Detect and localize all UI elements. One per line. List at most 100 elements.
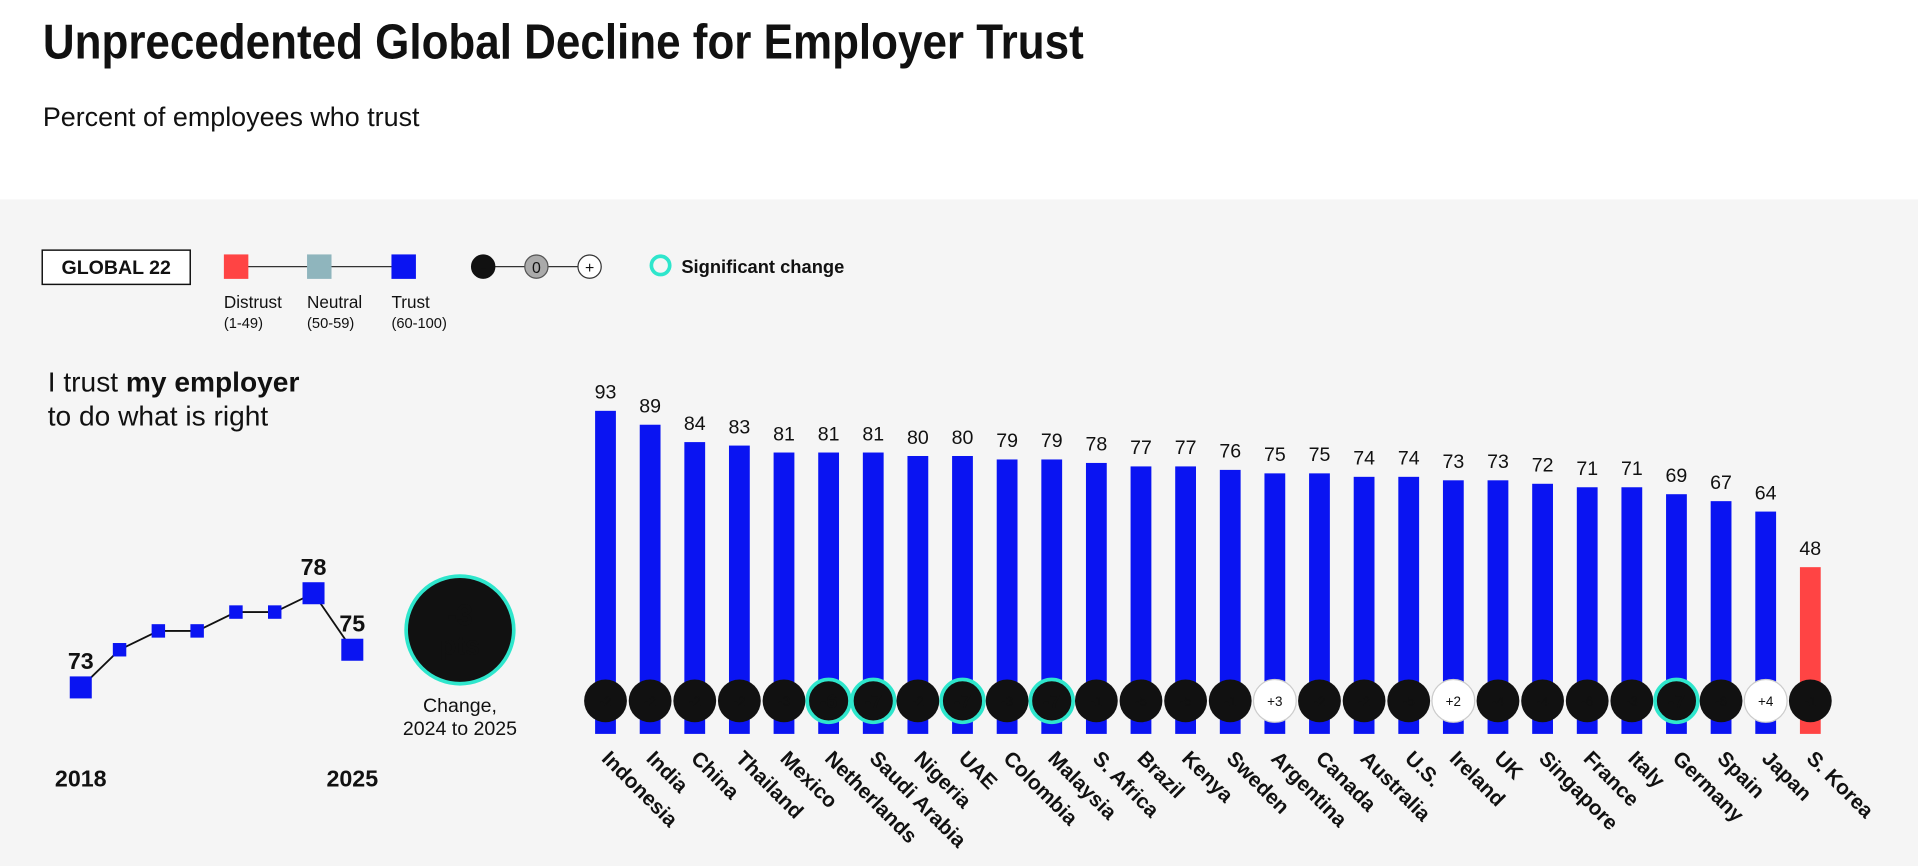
- change-label: -6: [1715, 694, 1727, 709]
- legend-change-marker: [524, 254, 549, 279]
- bar: [1353, 476, 1375, 734]
- trend-heading: to do what is right: [48, 401, 269, 432]
- legend-swatch: [223, 254, 249, 279]
- x-tick-label: 2018: [55, 765, 107, 791]
- change-value: -3: [447, 599, 473, 632]
- bar-value-label: 79: [1041, 430, 1063, 452]
- trend-point: [302, 582, 325, 605]
- change-label: -7: [865, 691, 883, 713]
- change-label: +4: [1758, 694, 1774, 709]
- change-label: -2: [733, 694, 745, 709]
- bar: [1085, 462, 1107, 734]
- bar-value-label: 75: [1309, 444, 1331, 466]
- trend-point: [112, 643, 127, 657]
- change-label: -6: [820, 691, 838, 713]
- trend-point: [190, 624, 204, 638]
- bar: [1309, 473, 1330, 734]
- trend-point: [229, 605, 243, 619]
- legend-label: Neutral: [307, 293, 362, 312]
- bar-value-label: 77: [1175, 437, 1197, 459]
- change-marker: [985, 679, 1029, 723]
- legend-significant-label: Significant change: [681, 256, 844, 277]
- legend-change-label: +: [585, 260, 594, 277]
- bar: [1666, 494, 1687, 734]
- change-caption: 2024 to 2025: [403, 718, 517, 740]
- change-marker: [1610, 679, 1654, 723]
- subtitle: Percent of employees who trust: [43, 102, 420, 132]
- bar: [1398, 476, 1420, 734]
- bar: [1442, 480, 1464, 734]
- bar-value-label: 78: [1085, 434, 1107, 456]
- bar-value-label: 77: [1130, 437, 1152, 459]
- legend-range: (1-49): [224, 316, 263, 332]
- change-marker: [850, 677, 897, 725]
- change-marker: [1521, 679, 1564, 723]
- bar-value-label: 89: [639, 395, 661, 417]
- change-label: -4: [1492, 694, 1504, 709]
- change-label: -5: [1135, 694, 1147, 709]
- heading-part: I trust: [48, 366, 126, 397]
- legend-significant-ring: [649, 254, 672, 277]
- bar-value-label: 80: [952, 427, 974, 449]
- bar-value-label: 73: [1442, 451, 1464, 473]
- change-label: -2: [689, 694, 701, 709]
- change-marker: [1164, 679, 1208, 723]
- change-marker: [1028, 677, 1075, 725]
- bar-value-label: 75: [1264, 444, 1286, 466]
- trend-point: [151, 624, 166, 638]
- x-tick-label: 2025: [326, 765, 378, 791]
- change-label: -1: [1090, 694, 1102, 709]
- bar: [1130, 466, 1152, 734]
- bar: [1175, 466, 1196, 734]
- change-marker: [673, 679, 717, 723]
- bar-value-label: 93: [595, 382, 617, 404]
- legend-change-marker: [470, 254, 496, 279]
- bar-value-label: 67: [1710, 472, 1732, 494]
- change-label: +3: [1267, 694, 1282, 709]
- change-marker: [1699, 679, 1743, 723]
- bar: [862, 452, 884, 734]
- trend-value-label: 75: [339, 610, 365, 636]
- change-label: -1: [1804, 694, 1816, 709]
- trend-value-label: 73: [68, 648, 94, 674]
- change-label: -7: [1043, 691, 1061, 713]
- change-marker: [1653, 677, 1700, 725]
- bar: [1710, 501, 1732, 734]
- change-label: -4: [1537, 694, 1549, 709]
- trend-point: [341, 638, 364, 661]
- change-label: -2: [912, 694, 924, 709]
- bar-value-label: 71: [1621, 458, 1643, 480]
- change-marker: [1298, 679, 1341, 723]
- bar-value-label: 83: [728, 416, 750, 438]
- bar-value-label: 64: [1755, 482, 1777, 504]
- change-marker: [1387, 679, 1431, 723]
- bar-value-label: 84: [684, 413, 706, 435]
- bar: [818, 452, 840, 734]
- bar: [1532, 483, 1553, 734]
- change-marker: [1788, 679, 1832, 723]
- bar: [996, 459, 1018, 734]
- change-marker: [896, 679, 940, 723]
- legend-change-marker: [577, 254, 602, 279]
- change-marker: [1431, 678, 1476, 723]
- change-label: -5: [1180, 694, 1192, 709]
- change-label: -3: [778, 694, 790, 709]
- bar-value-label: 80: [907, 427, 929, 449]
- change-label: -6: [1581, 694, 1593, 709]
- change-label: -2: [644, 694, 656, 709]
- scope-label: GLOBAL 22: [62, 257, 172, 279]
- bar-value-label: 48: [1799, 538, 1821, 560]
- change-label: -7: [954, 691, 972, 713]
- bar: [773, 452, 795, 734]
- change-marker: [1074, 679, 1118, 723]
- heading-part: my employer: [126, 366, 300, 397]
- change-marker: [939, 677, 986, 725]
- legend-label: Distrust: [224, 293, 282, 312]
- change-label: -2: [600, 694, 612, 709]
- change-label: -5: [1403, 694, 1415, 709]
- bar-value-label: 81: [773, 423, 795, 445]
- change-marker: [584, 679, 627, 723]
- bar-value-label: 74: [1353, 448, 1375, 470]
